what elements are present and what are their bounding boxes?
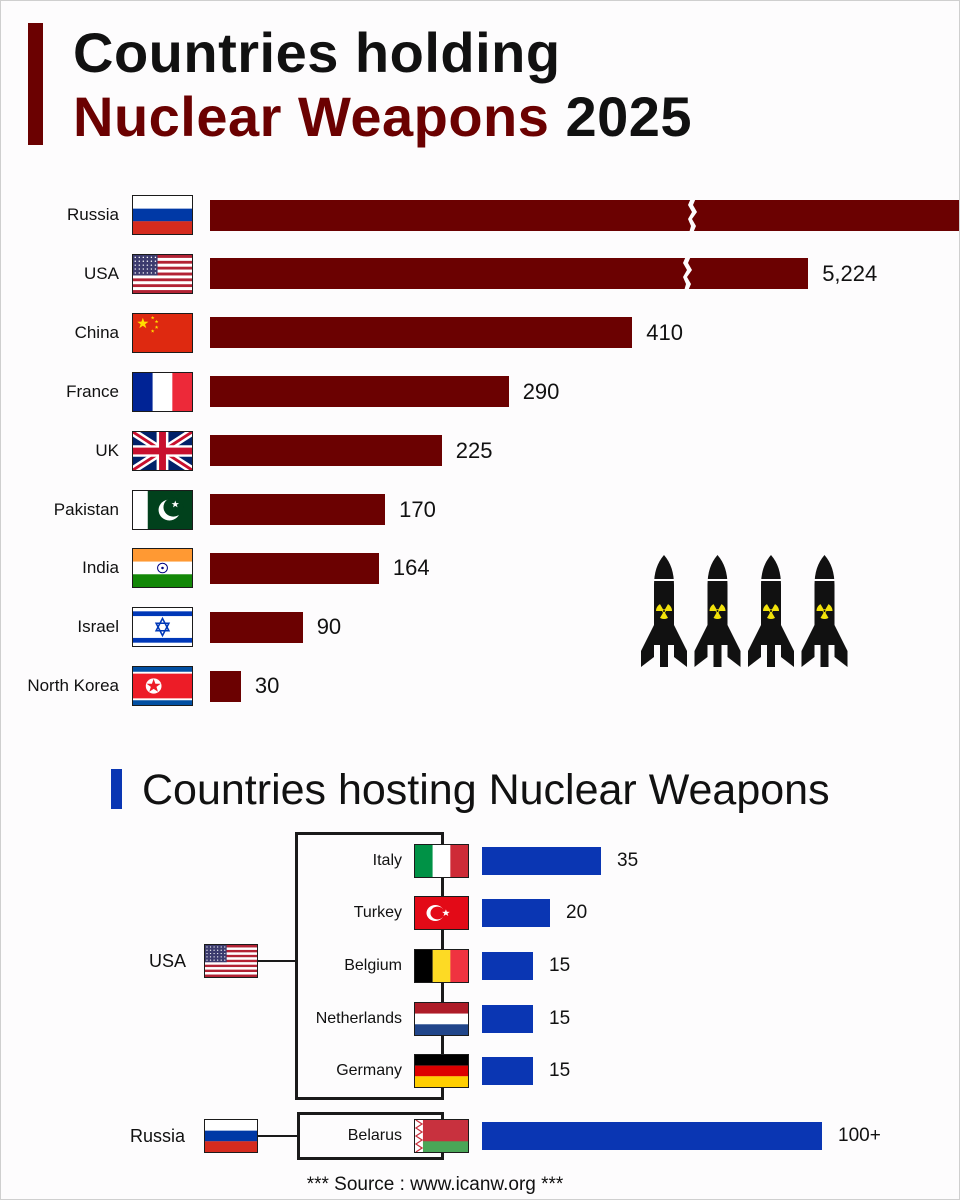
- missile-icon: [694, 555, 741, 667]
- country-label: Israel: [77, 617, 119, 637]
- bar: [210, 317, 633, 349]
- bar-value: 410: [646, 319, 684, 345]
- country-label: India: [82, 558, 119, 578]
- china-flag-icon: [132, 312, 193, 353]
- country-label: USA: [84, 263, 119, 283]
- host-country-label: Netherlands: [315, 1010, 402, 1027]
- bar: [210, 670, 241, 702]
- country-label: China: [74, 322, 119, 342]
- country-label: North Korea: [27, 676, 119, 696]
- missile-icon: [801, 555, 848, 667]
- host-bar-value: 15: [549, 1008, 571, 1029]
- bar: [210, 435, 442, 467]
- missiles-illustration: [641, 555, 848, 667]
- host-country-label: Belarus: [347, 1127, 402, 1144]
- country-label: UK: [95, 440, 119, 460]
- host-country-label: Belgium: [344, 957, 402, 974]
- belgium-flag-icon: [414, 949, 469, 983]
- bar-value: 170: [399, 496, 436, 522]
- bar-value: 290: [522, 378, 560, 404]
- host-country-label: Germany: [336, 1062, 402, 1079]
- radiation-icon: [762, 601, 780, 619]
- axis-break-mark: [682, 256, 696, 292]
- title-line-2: Nuclear Weapons 2025: [73, 89, 692, 145]
- bar-value: 90: [316, 614, 342, 640]
- missile-icon: [748, 555, 794, 667]
- section2-title: Countries hosting Nuclear Weapons: [142, 766, 830, 814]
- country-label: France: [66, 381, 119, 401]
- india-flag-icon: [132, 548, 193, 589]
- host-bar: [482, 899, 550, 927]
- host-bar-value: 15: [549, 1060, 571, 1081]
- host-bar: [482, 847, 601, 875]
- bar-value: 164: [392, 555, 430, 581]
- host-bar: [482, 1005, 533, 1033]
- italy-flag-icon: [414, 844, 469, 878]
- netherlands-flag-icon: [414, 1002, 469, 1036]
- bar: [210, 611, 303, 643]
- bar-value: 30: [254, 673, 280, 699]
- owner-connector: [258, 1135, 298, 1137]
- north-korea-flag-icon: [132, 666, 193, 707]
- section2-accent-bar: [111, 769, 122, 809]
- owner-connector: [258, 960, 296, 962]
- uk-flag-icon: [132, 430, 193, 471]
- radiation-icon: [708, 601, 727, 619]
- title-line-1: Countries holding: [73, 21, 561, 84]
- host-bar-value: 15: [549, 955, 571, 976]
- country-label: Pakistan: [53, 499, 119, 519]
- bar: [210, 552, 379, 584]
- pakistan-flag-icon: [132, 489, 193, 530]
- russia-flag-icon: [204, 1119, 258, 1153]
- title-accent-bar: [28, 23, 43, 145]
- host-bar-value: 20: [566, 902, 588, 923]
- radiation-icon: [815, 601, 834, 619]
- missile-icon: [641, 555, 687, 667]
- title-accent-text: Nuclear Weapons: [73, 85, 550, 148]
- host-bar: [482, 952, 533, 980]
- source-note: *** Source : www.icanw.org ***: [306, 1174, 564, 1195]
- country-label: Russia: [67, 205, 119, 224]
- bar: [210, 376, 509, 408]
- owner-label: Russia: [130, 1126, 186, 1146]
- bar: [210, 197, 959, 233]
- bar-value: 225: [455, 437, 493, 463]
- host-bar: [482, 1122, 822, 1150]
- radiation-icon: [655, 601, 673, 619]
- belarus-flag-icon: [414, 1119, 469, 1153]
- group-cap: [295, 1097, 444, 1100]
- turkey-flag-icon: [414, 896, 469, 930]
- host-country-label: Turkey: [353, 904, 402, 921]
- bar-value: 5,224: [822, 260, 878, 286]
- israel-flag-icon: [132, 607, 193, 648]
- axis-break-mark: [687, 197, 701, 233]
- russia-flag-icon: [132, 195, 193, 235]
- host-country-label: Italy: [372, 852, 402, 869]
- owner-label: USA: [149, 951, 187, 971]
- france-flag-icon: [132, 371, 193, 412]
- title-year: 2025: [549, 85, 693, 148]
- host-bar-value: 35: [617, 850, 639, 871]
- host-bar: [482, 1057, 533, 1085]
- usa-flag-icon: [132, 253, 193, 294]
- usa-flag-icon: [204, 944, 258, 978]
- group-cap: [295, 832, 444, 835]
- bar: [210, 494, 386, 525]
- germany-flag-icon: [414, 1054, 469, 1088]
- bar: [210, 256, 809, 292]
- host-bar-value: 100+: [838, 1125, 881, 1146]
